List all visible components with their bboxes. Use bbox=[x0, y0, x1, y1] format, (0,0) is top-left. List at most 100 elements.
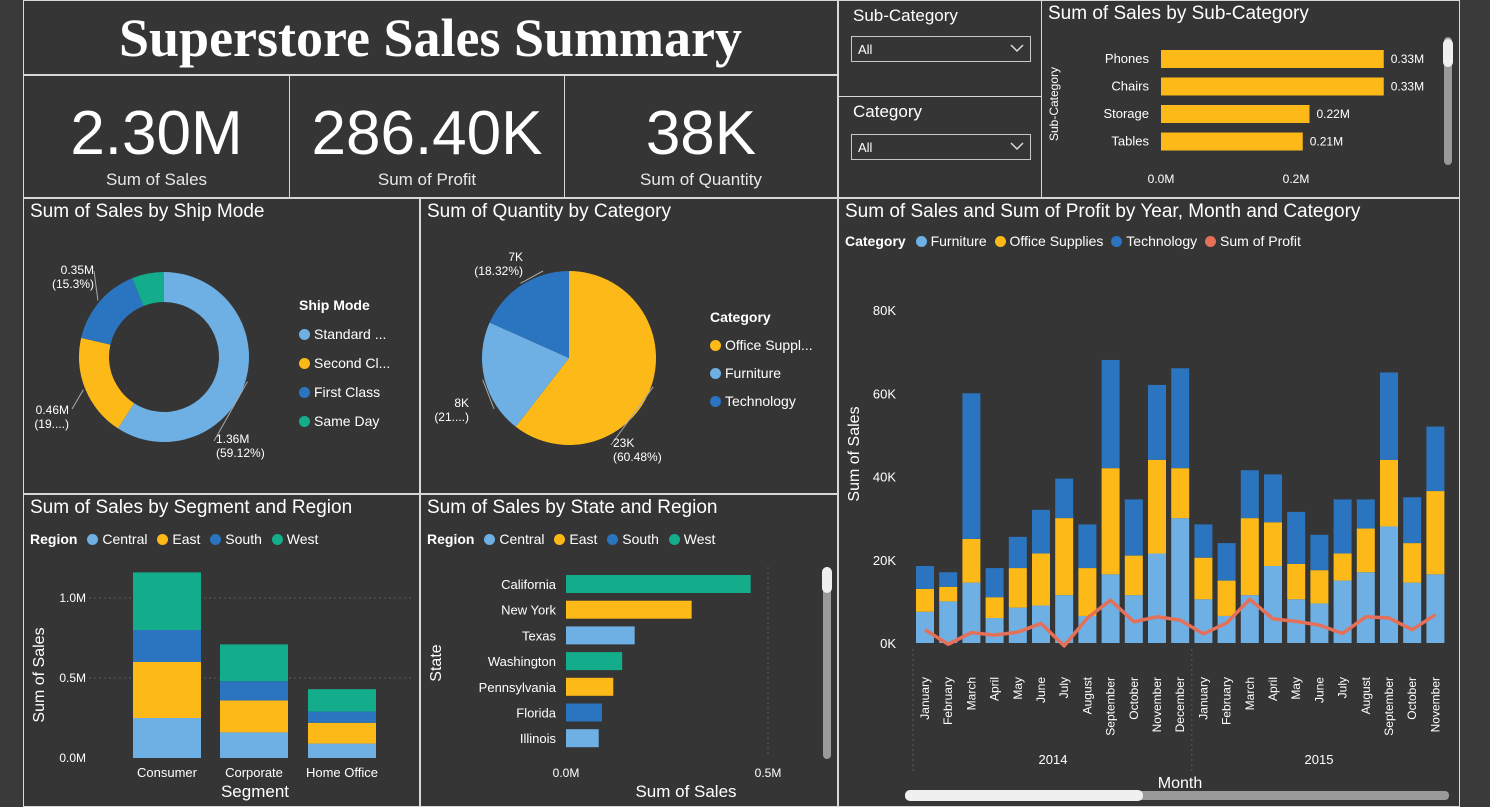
monthly-bar[interactable] bbox=[1101, 359, 1120, 469]
monthly-bar[interactable] bbox=[1101, 574, 1120, 643]
monthly-bar[interactable] bbox=[1124, 595, 1143, 643]
shipmode-slice[interactable] bbox=[81, 278, 144, 345]
subcategory-bar[interactable] bbox=[1161, 77, 1384, 96]
monthly-bar[interactable] bbox=[1333, 553, 1352, 581]
state-bar[interactable] bbox=[566, 652, 623, 671]
monthly-bar[interactable] bbox=[1008, 607, 1027, 643]
legend-item[interactable]: Sum of Profit bbox=[1205, 233, 1301, 249]
qtycat-slice[interactable] bbox=[482, 322, 569, 427]
monthly-bar[interactable] bbox=[1240, 518, 1259, 596]
monthly-bar[interactable] bbox=[1008, 568, 1027, 608]
monthly-bar[interactable] bbox=[939, 572, 958, 587]
subcategory-dropdown[interactable]: All bbox=[851, 36, 1031, 62]
state-scroll-thumb[interactable] bbox=[822, 567, 832, 593]
segment-bar[interactable] bbox=[220, 681, 288, 701]
monthly-bar[interactable] bbox=[1264, 565, 1282, 643]
monthly-bar[interactable] bbox=[1356, 499, 1375, 529]
monthly-bar[interactable] bbox=[939, 601, 958, 643]
subcategory-scrollbar[interactable] bbox=[1444, 37, 1452, 165]
legend-item[interactable]: Office Supplies bbox=[994, 233, 1103, 249]
monthly-bar[interactable] bbox=[1148, 459, 1166, 554]
qtycat-slice[interactable] bbox=[489, 271, 569, 358]
monthly-h-scroll-thumb[interactable] bbox=[905, 790, 1143, 801]
monthly-bar[interactable] bbox=[1403, 543, 1422, 583]
segment-bar[interactable] bbox=[308, 743, 376, 758]
monthly-bar[interactable] bbox=[1333, 499, 1352, 554]
monthly-bar[interactable] bbox=[1380, 459, 1398, 527]
monthly-bar[interactable] bbox=[985, 597, 1004, 619]
monthly-bar[interactable] bbox=[1426, 426, 1445, 492]
monthly-bar[interactable] bbox=[1310, 570, 1329, 604]
shipmode-slice[interactable] bbox=[79, 337, 135, 429]
state-bar[interactable] bbox=[566, 626, 635, 645]
monthly-bar[interactable] bbox=[1310, 603, 1329, 643]
monthly-bar[interactable] bbox=[1356, 572, 1375, 643]
monthly-bar[interactable] bbox=[1264, 474, 1282, 523]
segment-bar[interactable] bbox=[133, 718, 201, 758]
subcategory-bar[interactable] bbox=[1161, 132, 1303, 151]
legend-item[interactable]: Second Cl... bbox=[299, 349, 390, 378]
legend-item[interactable]: South bbox=[210, 531, 262, 547]
segment-bar[interactable] bbox=[308, 689, 376, 712]
state-bar[interactable] bbox=[566, 600, 692, 619]
segment-bar[interactable] bbox=[133, 572, 201, 630]
state-bar[interactable] bbox=[566, 703, 602, 722]
segment-bar[interactable] bbox=[220, 644, 288, 682]
monthly-profit-line[interactable] bbox=[924, 597, 1437, 648]
monthly-bar[interactable] bbox=[1171, 368, 1190, 469]
monthly-bar[interactable] bbox=[1055, 478, 1074, 519]
monthly-bar[interactable] bbox=[1287, 511, 1306, 564]
monthly-bar[interactable] bbox=[1194, 524, 1213, 558]
state-scrollbar[interactable] bbox=[823, 567, 831, 759]
monthly-bar[interactable] bbox=[1426, 491, 1445, 575]
segment-bar[interactable] bbox=[133, 662, 201, 718]
segment-bar[interactable] bbox=[220, 732, 288, 758]
legend-item[interactable]: Furniture bbox=[915, 233, 987, 249]
monthly-bar[interactable] bbox=[1078, 568, 1097, 616]
monthly-bar[interactable] bbox=[1240, 470, 1259, 519]
monthly-bar[interactable] bbox=[1124, 499, 1143, 556]
state-bar[interactable] bbox=[566, 729, 599, 748]
state-bar[interactable] bbox=[566, 575, 751, 593]
segment-bar[interactable] bbox=[308, 711, 376, 723]
monthly-bar[interactable] bbox=[1171, 468, 1190, 519]
monthly-bar[interactable] bbox=[1380, 526, 1398, 643]
legend-item[interactable]: East bbox=[157, 531, 200, 547]
monthly-bar[interactable] bbox=[916, 611, 934, 643]
category-dropdown[interactable]: All bbox=[851, 134, 1031, 160]
legend-item[interactable]: Office Suppl... bbox=[710, 331, 813, 359]
monthly-bar[interactable] bbox=[1055, 595, 1074, 643]
monthly-bar[interactable] bbox=[1101, 468, 1120, 575]
monthly-bar[interactable] bbox=[1310, 534, 1329, 571]
monthly-bar[interactable] bbox=[985, 568, 1004, 598]
monthly-bar[interactable] bbox=[1148, 553, 1166, 643]
monthly-bar[interactable] bbox=[962, 538, 981, 583]
monthly-bar[interactable] bbox=[962, 582, 981, 643]
monthly-bar[interactable] bbox=[1264, 522, 1282, 566]
shipmode-slice[interactable] bbox=[117, 272, 249, 442]
monthly-bar[interactable] bbox=[985, 618, 1004, 643]
legend-item[interactable]: First Class bbox=[299, 378, 390, 407]
monthly-h-scrollbar[interactable] bbox=[905, 791, 1449, 800]
monthly-bar[interactable] bbox=[1078, 524, 1097, 569]
legend-item[interactable]: Same Day bbox=[299, 407, 390, 436]
legend-item[interactable]: West bbox=[271, 531, 318, 547]
monthly-bar[interactable] bbox=[1287, 563, 1306, 600]
shipmode-slice[interactable] bbox=[132, 272, 164, 306]
monthly-bar[interactable] bbox=[916, 565, 934, 589]
monthly-bar[interactable] bbox=[1403, 497, 1422, 544]
legend-item[interactable]: Furniture bbox=[710, 359, 813, 387]
segment-bar[interactable] bbox=[220, 700, 288, 733]
segment-bar[interactable] bbox=[133, 630, 201, 662]
monthly-bar[interactable] bbox=[1032, 553, 1050, 606]
monthly-bar[interactable] bbox=[939, 586, 958, 602]
monthly-bar[interactable] bbox=[1194, 557, 1213, 600]
legend-item[interactable]: Technology bbox=[1111, 233, 1197, 249]
monthly-bar[interactable] bbox=[1055, 518, 1074, 596]
legend-item[interactable]: Central bbox=[484, 531, 544, 547]
monthly-bar[interactable] bbox=[916, 588, 934, 612]
monthly-bar[interactable] bbox=[1380, 372, 1398, 460]
monthly-bar[interactable] bbox=[1217, 543, 1236, 581]
monthly-bar[interactable] bbox=[1403, 582, 1422, 643]
monthly-bar[interactable] bbox=[1124, 555, 1143, 596]
